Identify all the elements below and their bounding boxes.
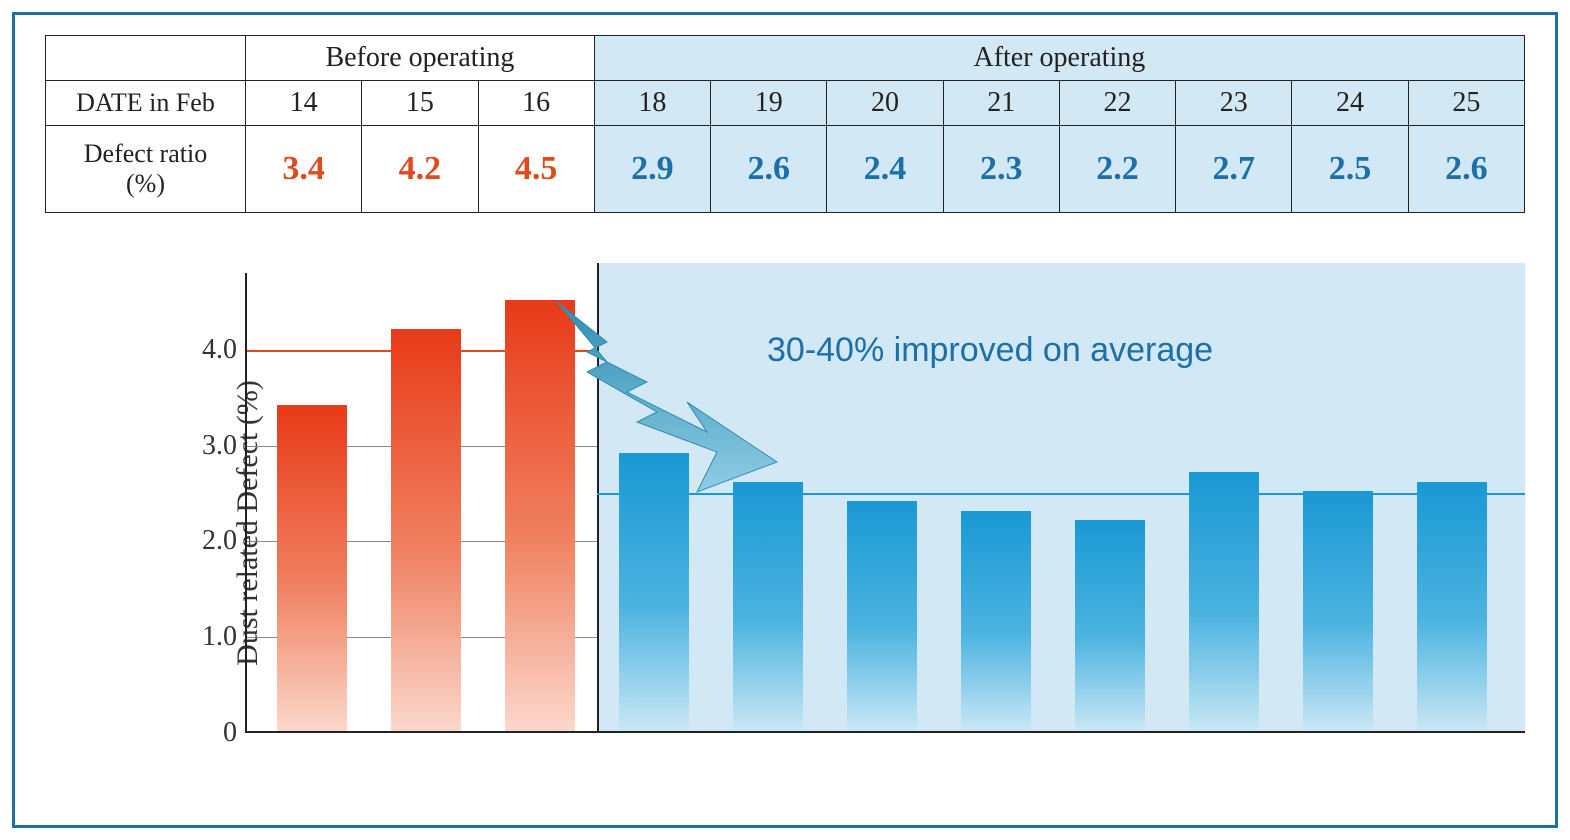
- chart-y-tick: 0: [187, 717, 237, 749]
- chart-bar: [391, 329, 461, 732]
- date-row: DATE in Feb 14 15 16 18 19 20 21 22 23 2…: [46, 81, 1525, 126]
- trend-down-arrow-icon: [547, 292, 807, 507]
- value-row: Defect ratio (%) 3.4 4.2 4.5 2.9 2.6 2.4…: [46, 126, 1525, 213]
- date-cell: 21: [943, 81, 1059, 126]
- table-corner-empty: [46, 36, 246, 81]
- value-cell: 2.7: [1176, 126, 1292, 213]
- value-cell: 4.2: [362, 126, 478, 213]
- value-cell: 2.5: [1292, 126, 1408, 213]
- value-cell: 4.5: [478, 126, 594, 213]
- value-cell: 3.4: [246, 126, 362, 213]
- chart-y-tick: 1.0: [187, 621, 237, 653]
- date-cell: 16: [478, 81, 594, 126]
- value-cell: 2.4: [827, 126, 943, 213]
- chart-bar: [961, 511, 1031, 731]
- chart-bar: [847, 501, 917, 731]
- value-cell: 2.9: [594, 126, 710, 213]
- value-cell: 2.3: [943, 126, 1059, 213]
- chart-y-tick: 4.0: [187, 334, 237, 366]
- chart-y-tick: 3.0: [187, 430, 237, 462]
- chart-bar: [1189, 472, 1259, 731]
- date-cell: 23: [1176, 81, 1292, 126]
- chart-bar: [1417, 482, 1487, 731]
- group-header-after: After operating: [594, 36, 1524, 81]
- chart-bar: [277, 405, 347, 731]
- date-cell: 18: [594, 81, 710, 126]
- value-cell: 2.2: [1059, 126, 1175, 213]
- date-cell: 20: [827, 81, 943, 126]
- ratio-row-label-line2: (%): [46, 169, 245, 199]
- chart-improvement-annotation: 30-40% improved on average: [767, 331, 1213, 370]
- date-cell: 19: [711, 81, 827, 126]
- chart-bar: [1075, 520, 1145, 731]
- chart-bar: [733, 482, 803, 731]
- date-cell: 22: [1059, 81, 1175, 126]
- date-cell: 24: [1292, 81, 1408, 126]
- ratio-row-label-line1: Defect ratio: [46, 139, 245, 169]
- date-cell: 25: [1408, 81, 1524, 126]
- outer-frame: Before operating After operating DATE in…: [12, 12, 1558, 828]
- date-cell: 15: [362, 81, 478, 126]
- defect-chart: Dust related Defect (%) 01.02.03.04.030-…: [175, 273, 1525, 773]
- value-cell: 2.6: [711, 126, 827, 213]
- ratio-row-label: Defect ratio (%): [46, 126, 246, 213]
- chart-bar: [1303, 491, 1373, 731]
- chart-y-tick: 2.0: [187, 525, 237, 557]
- date-row-label: DATE in Feb: [46, 81, 246, 126]
- chart-plot-area: 01.02.03.04.030-40% improved on average: [245, 273, 1525, 733]
- group-header-before: Before operating: [246, 36, 595, 81]
- date-cell: 14: [246, 81, 362, 126]
- value-cell: 2.6: [1408, 126, 1524, 213]
- defect-table: Before operating After operating DATE in…: [45, 35, 1525, 213]
